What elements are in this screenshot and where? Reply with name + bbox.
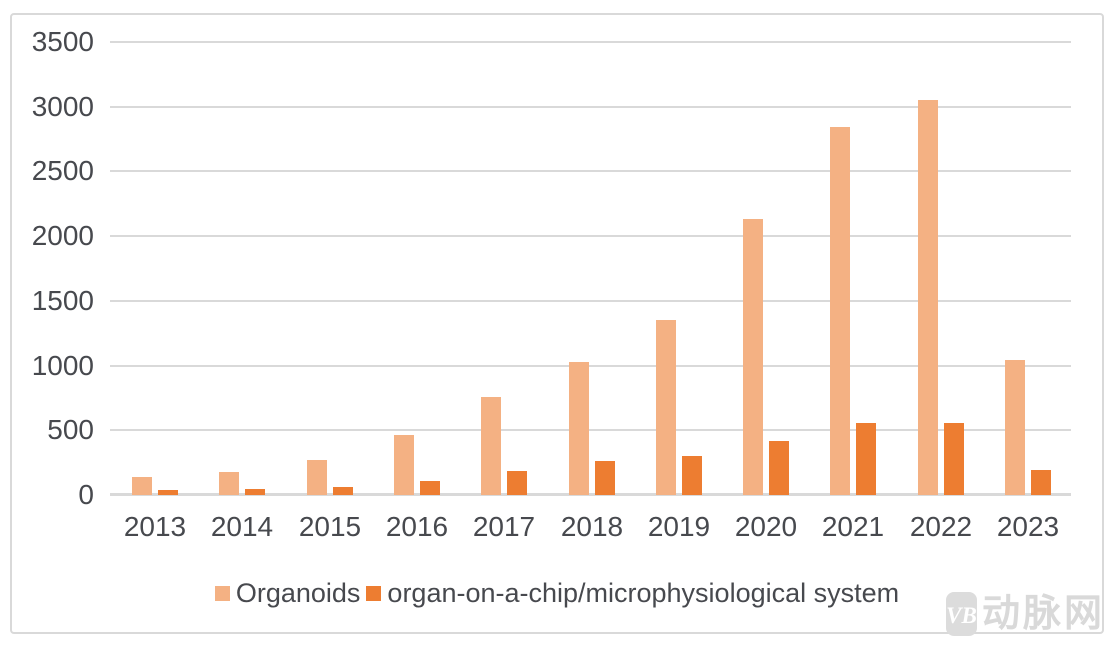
x-axis-label-2020: 2020: [734, 511, 798, 542]
x-axis-label-2021: 2021: [821, 511, 885, 542]
legend-item-organ-on-a-chip: organ-on-a-chip/microphysiological syste…: [366, 578, 899, 609]
bar-organoids-2021: [830, 127, 850, 495]
bar-organ-on-a-chip-2017: [507, 471, 527, 495]
bar-organ-on-a-chip-2020: [769, 441, 789, 495]
bar-organoids-2017: [481, 397, 501, 495]
x-axis-label-2017: 2017: [472, 511, 536, 542]
x-axis-label-2014: 2014: [210, 511, 274, 542]
gridline-2000: [110, 235, 1071, 237]
bar-organ-on-a-chip-2023: [1031, 470, 1051, 495]
bar-organ-on-a-chip-2018: [595, 461, 615, 495]
y-axis-label-1500: 1500: [31, 285, 94, 316]
bar-organoids-2013: [132, 477, 152, 495]
legend: Organoids organ-on-a-chip/microphysiologi…: [12, 578, 1102, 609]
bar-organ-on-a-chip-2016: [420, 481, 440, 495]
x-axis-label-2022: 2022: [909, 511, 973, 542]
y-axis-label-3000: 3000: [31, 91, 94, 122]
bar-organ-on-a-chip-2013: [158, 490, 178, 495]
gridline-1500: [110, 300, 1071, 302]
x-axis-label-2015: 2015: [298, 511, 362, 542]
bar-organoids-2018: [569, 362, 589, 495]
bar-organ-on-a-chip-2014: [245, 489, 265, 495]
x-axis-label-2013: 2013: [123, 511, 187, 542]
y-axis-label-3500: 3500: [31, 26, 94, 57]
gridline-3500: [110, 41, 1071, 43]
bar-organoids-2015: [307, 460, 327, 495]
legend-swatch-icon: [214, 586, 230, 601]
gridline-2500: [110, 170, 1071, 172]
gridline-3000: [110, 106, 1071, 108]
x-axis-label-2023: 2023: [996, 511, 1060, 542]
bar-organoids-2022: [918, 100, 938, 495]
bar-organoids-2019: [656, 320, 676, 495]
bar-organoids-2020: [743, 219, 763, 495]
y-axis-label-2500: 2500: [31, 155, 94, 186]
x-axis-label-2016: 2016: [385, 511, 449, 542]
y-axis-label-1000: 1000: [31, 350, 94, 381]
y-axis-label-0: 0: [78, 479, 94, 510]
bar-organ-on-a-chip-2015: [333, 487, 353, 495]
x-axis-line: [110, 493, 1071, 496]
legend-label: Organoids: [235, 578, 361, 608]
x-axis-label-2019: 2019: [647, 511, 711, 542]
legend-label: organ-on-a-chip/microphysiological syste…: [387, 578, 900, 608]
bar-organ-on-a-chip-2021: [856, 423, 876, 495]
x-axis-label-2018: 2018: [560, 511, 624, 542]
bar-organoids-2023: [1005, 360, 1025, 495]
bar-organoids-2016: [394, 435, 414, 495]
bar-organ-on-a-chip-2022: [944, 423, 964, 495]
bar-organ-on-a-chip-2019: [682, 456, 702, 495]
gridline-1000: [110, 365, 1071, 367]
y-axis-label-500: 500: [47, 414, 94, 445]
gridline-500: [110, 429, 1071, 431]
bar-organoids-2014: [219, 472, 239, 495]
legend-swatch-icon: [366, 586, 382, 601]
y-axis-label-2000: 2000: [31, 220, 94, 251]
legend-item-organoids: Organoids: [214, 578, 361, 609]
